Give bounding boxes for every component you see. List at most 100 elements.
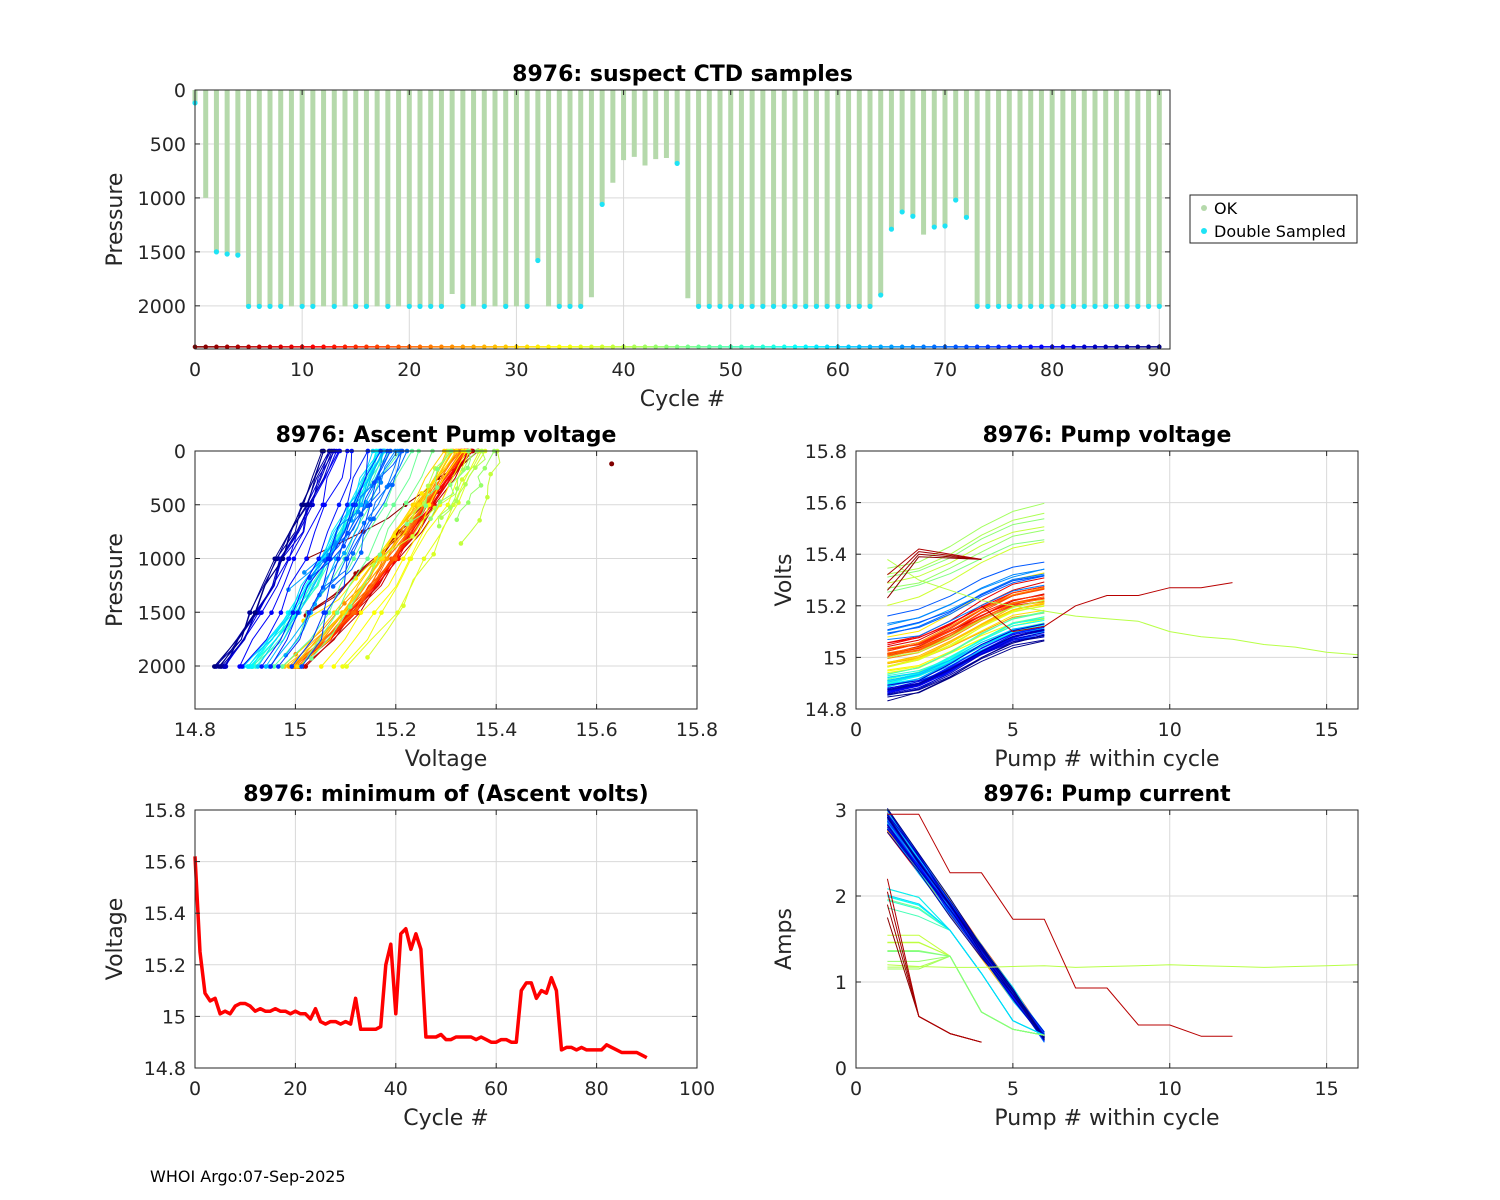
- x-tick-label: 60: [484, 1078, 508, 1100]
- x-tick-label: 15: [1315, 1078, 1339, 1100]
- ascent-profile-point: [423, 503, 429, 509]
- ascent-profile-point: [325, 556, 331, 562]
- ascent-profile-point: [268, 664, 273, 669]
- axes-frame: [194, 809, 698, 1069]
- cycle-series-point: [1114, 344, 1119, 350]
- ascent-profile-point: [278, 610, 284, 615]
- double-sampled-point: [1135, 303, 1141, 309]
- ascent-profile-point: [431, 551, 436, 557]
- chart-title: 8976: Pump current: [983, 782, 1231, 807]
- x-tick-label: 0: [850, 719, 862, 741]
- double-sampled-point: [503, 303, 509, 309]
- ascent-profile-point: [447, 482, 453, 488]
- double-sampled-point: [792, 303, 798, 309]
- y-tick-label: 15.4: [805, 544, 847, 566]
- ascent-profile-point: [330, 584, 336, 589]
- double-sampled-point: [1081, 303, 1087, 309]
- ascent-profile-point: [272, 556, 278, 562]
- axes-frame: [855, 809, 1359, 1069]
- pump-voltage-long-line: [981, 582, 1233, 633]
- ascent-profile-point: [482, 465, 488, 471]
- ascent-profile-point: [377, 552, 383, 558]
- ascent-profile-point: [421, 556, 427, 562]
- pump-voltage-line: [887, 512, 1045, 575]
- y-tick-label: 15: [823, 647, 847, 669]
- cycle-series-point: [331, 344, 337, 350]
- ascent-profile-point: [435, 485, 440, 490]
- cycle-series-point: [921, 344, 926, 350]
- double-sampled-point: [781, 303, 787, 309]
- cycle-series-point: [781, 344, 787, 350]
- cycle-series-point: [642, 344, 648, 350]
- cycle-series-point: [385, 344, 391, 350]
- double-sampled-point: [845, 303, 852, 309]
- x-tick-label: 15.2: [375, 719, 417, 741]
- pump-voltage-line: [887, 636, 1045, 696]
- double-sampled-point: [760, 303, 766, 309]
- ascent-profile-point: [286, 556, 291, 562]
- cycle-series-point: [803, 344, 809, 350]
- ascent-profile-point: [447, 505, 453, 510]
- ascent-profile-point: [347, 604, 353, 609]
- ascent-profile-point: [454, 517, 460, 523]
- cycle-series-point: [1006, 344, 1012, 350]
- ascent-profile-point: [376, 476, 382, 481]
- x-tick-label: 40: [611, 359, 635, 381]
- cycle-series-point: [364, 344, 369, 350]
- ascent-profile-point: [255, 664, 261, 669]
- double-sampled-point: [1124, 303, 1130, 309]
- cycle-series-point: [396, 344, 401, 350]
- pump-current-line: [886, 824, 1045, 1041]
- double-sampled-point: [535, 257, 541, 264]
- ascent-profile-point: [259, 610, 264, 615]
- double-sampled-point: [299, 303, 305, 309]
- y-tick-label: 2000: [138, 296, 186, 318]
- y-tick-label: 1: [835, 972, 847, 994]
- pump-voltage-early-line: [887, 556, 982, 599]
- y-tick-label: 0: [835, 1058, 847, 1080]
- pump-voltage-line: [887, 634, 1045, 702]
- ascent-profile-point: [247, 610, 253, 615]
- pump-voltage-line: [887, 526, 1045, 584]
- cycle-series-point: [899, 344, 905, 350]
- cycle-series-point: [717, 344, 723, 350]
- pump-voltage-long-line: [887, 558, 1359, 656]
- double-sampled-point: [856, 303, 862, 309]
- cycle-series-point: [996, 344, 1001, 350]
- x-tick-label: 14.8: [174, 719, 216, 741]
- double-sampled-point: [770, 303, 777, 309]
- x-axis-label: Voltage: [405, 747, 488, 772]
- cycle-series-point: [439, 344, 444, 350]
- double-sampled-point: [567, 303, 573, 309]
- double-sampled-point: [1113, 303, 1120, 309]
- double-sampled-point: [310, 303, 316, 309]
- ascent-profile-point: [358, 610, 364, 615]
- ascent-profile-point: [401, 556, 406, 562]
- ascent-profile-point: [477, 518, 482, 523]
- x-tick-label: 10: [1158, 1078, 1182, 1100]
- double-sampled-point: [524, 303, 530, 309]
- double-sampled-point: [674, 160, 680, 166]
- x-tick-label: 20: [283, 1078, 307, 1100]
- pump-voltage-line: [887, 602, 1045, 663]
- pump-current-early-line: [886, 878, 982, 1043]
- cycle-series-point: [1092, 344, 1098, 350]
- ascent-profile-point: [435, 466, 440, 472]
- x-tick-label: 80: [585, 1078, 609, 1100]
- cycle-series-point: [1124, 344, 1130, 350]
- double-sampled-point: [899, 209, 905, 215]
- x-tick-label: 40: [384, 1078, 408, 1100]
- ascent-profile-point: [391, 533, 397, 539]
- ascent-profile-point: [351, 556, 357, 562]
- cycle-series-point: [653, 344, 659, 350]
- pump-voltage-line: [887, 518, 1045, 578]
- double-sampled-point: [385, 303, 391, 309]
- x-tick-label: 5: [1007, 1078, 1019, 1100]
- ascent-profile-point: [259, 664, 264, 669]
- ascent-profile-point: [393, 556, 398, 562]
- double-sampled-point: [1092, 303, 1098, 309]
- ascent-profile-point: [384, 556, 390, 562]
- cycle-series-point: [224, 344, 230, 350]
- double-sampled-point: [888, 226, 895, 232]
